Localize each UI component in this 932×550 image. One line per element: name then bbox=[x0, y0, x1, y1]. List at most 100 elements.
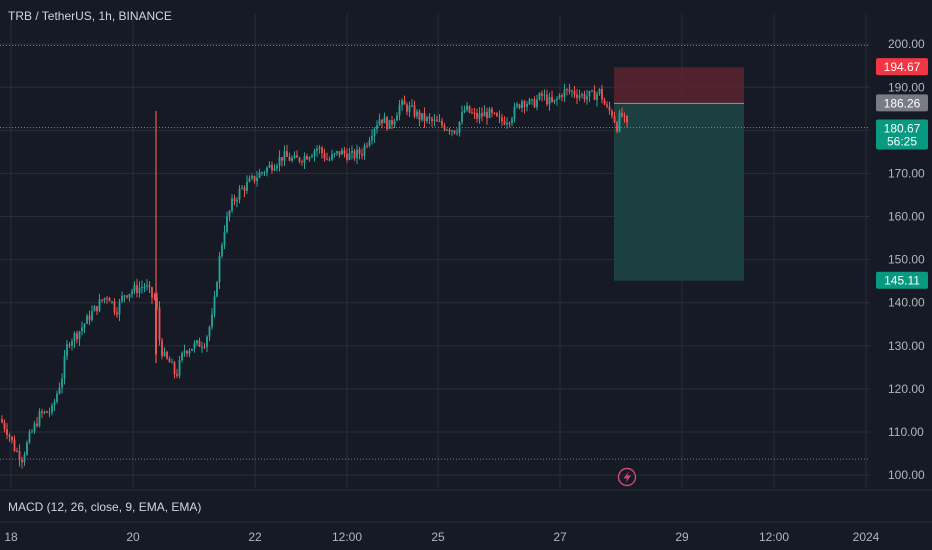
candle[interactable] bbox=[193, 340, 196, 353]
candle[interactable] bbox=[481, 107, 483, 122]
candle[interactable] bbox=[511, 116, 513, 127]
candle[interactable] bbox=[428, 113, 431, 125]
candle[interactable] bbox=[23, 451, 26, 466]
candle[interactable] bbox=[618, 109, 621, 133]
candle[interactable] bbox=[591, 89, 593, 92]
candle[interactable] bbox=[583, 90, 586, 103]
candle[interactable] bbox=[121, 291, 123, 303]
candle[interactable] bbox=[371, 129, 373, 145]
candle[interactable] bbox=[476, 108, 478, 123]
candle[interactable] bbox=[403, 95, 406, 105]
candle[interactable] bbox=[536, 94, 538, 111]
candle[interactable] bbox=[233, 194, 236, 206]
candle[interactable] bbox=[268, 161, 271, 169]
candle[interactable] bbox=[473, 107, 476, 120]
candle[interactable] bbox=[178, 355, 181, 379]
candle[interactable] bbox=[163, 347, 166, 358]
candle[interactable] bbox=[311, 153, 313, 158]
candle[interactable] bbox=[348, 147, 351, 161]
candle[interactable] bbox=[503, 116, 506, 126]
candle[interactable] bbox=[578, 89, 581, 101]
candle[interactable] bbox=[568, 83, 571, 95]
candle[interactable] bbox=[86, 313, 88, 325]
candle[interactable] bbox=[596, 91, 598, 107]
candle[interactable] bbox=[176, 368, 178, 378]
candle[interactable] bbox=[301, 159, 303, 166]
candle[interactable] bbox=[573, 85, 576, 99]
candle[interactable] bbox=[68, 342, 71, 348]
candle[interactable] bbox=[96, 305, 98, 315]
candle[interactable] bbox=[408, 101, 411, 117]
candle[interactable] bbox=[621, 107, 623, 118]
candle[interactable] bbox=[21, 456, 23, 469]
candle[interactable] bbox=[108, 297, 111, 302]
candle[interactable] bbox=[566, 88, 568, 96]
candle[interactable] bbox=[321, 145, 323, 159]
candle[interactable] bbox=[558, 93, 561, 100]
candle[interactable] bbox=[61, 373, 63, 394]
candle[interactable] bbox=[126, 294, 128, 299]
candle[interactable] bbox=[221, 242, 223, 259]
candle[interactable] bbox=[608, 101, 611, 115]
candle[interactable] bbox=[388, 119, 391, 130]
candle[interactable] bbox=[303, 152, 306, 169]
candle[interactable] bbox=[561, 93, 563, 102]
candle[interactable] bbox=[603, 97, 606, 105]
candle[interactable] bbox=[28, 429, 31, 445]
candle[interactable] bbox=[258, 168, 261, 179]
candle[interactable] bbox=[546, 89, 548, 107]
candle[interactable] bbox=[483, 105, 486, 117]
candle[interactable] bbox=[386, 115, 388, 131]
candle[interactable] bbox=[76, 330, 78, 344]
candle[interactable] bbox=[136, 278, 138, 298]
candle[interactable] bbox=[248, 175, 251, 183]
candle[interactable] bbox=[91, 305, 93, 322]
candle[interactable] bbox=[153, 292, 156, 301]
candle[interactable] bbox=[278, 150, 281, 172]
candle[interactable] bbox=[436, 115, 438, 122]
candle[interactable] bbox=[13, 435, 16, 453]
candle[interactable] bbox=[613, 111, 616, 124]
candle[interactable] bbox=[26, 440, 28, 456]
candle[interactable] bbox=[338, 151, 341, 158]
candle[interactable] bbox=[236, 197, 238, 208]
candle[interactable] bbox=[288, 152, 291, 162]
candle[interactable] bbox=[581, 92, 583, 99]
candle[interactable] bbox=[98, 293, 101, 313]
candle[interactable] bbox=[141, 280, 143, 294]
candle[interactable] bbox=[576, 89, 578, 105]
candle[interactable] bbox=[148, 281, 151, 293]
candle[interactable] bbox=[171, 358, 173, 364]
candle[interactable] bbox=[366, 142, 368, 149]
price-label-target[interactable] bbox=[876, 271, 928, 289]
candle[interactable] bbox=[213, 290, 216, 318]
candle[interactable] bbox=[446, 128, 448, 131]
candle[interactable] bbox=[53, 398, 56, 412]
candle[interactable] bbox=[3, 419, 6, 433]
candle[interactable] bbox=[451, 129, 453, 137]
candle[interactable] bbox=[316, 145, 318, 158]
candle[interactable] bbox=[571, 89, 573, 98]
candle[interactable] bbox=[33, 421, 36, 434]
candle[interactable] bbox=[588, 90, 591, 102]
candle[interactable] bbox=[41, 408, 43, 419]
candle[interactable] bbox=[16, 447, 18, 453]
candle[interactable] bbox=[336, 150, 338, 157]
candle[interactable] bbox=[293, 151, 296, 159]
stop-loss-zone[interactable] bbox=[614, 67, 744, 104]
candle[interactable] bbox=[173, 360, 176, 379]
candle[interactable] bbox=[251, 173, 253, 181]
candle[interactable] bbox=[556, 96, 558, 106]
candle[interactable] bbox=[101, 299, 103, 303]
candle[interactable] bbox=[271, 161, 273, 174]
candle[interactable] bbox=[183, 344, 186, 357]
candle[interactable] bbox=[43, 410, 46, 415]
candle[interactable] bbox=[201, 341, 203, 353]
candle[interactable] bbox=[533, 96, 536, 108]
candle[interactable] bbox=[11, 436, 13, 444]
candle[interactable] bbox=[423, 107, 426, 128]
time-axis[interactable]: 18 20 22 12:00 25 27 29 12:00 2024 bbox=[4, 530, 879, 544]
candle[interactable] bbox=[478, 107, 481, 124]
candle[interactable] bbox=[106, 295, 108, 304]
candle[interactable] bbox=[368, 136, 371, 148]
